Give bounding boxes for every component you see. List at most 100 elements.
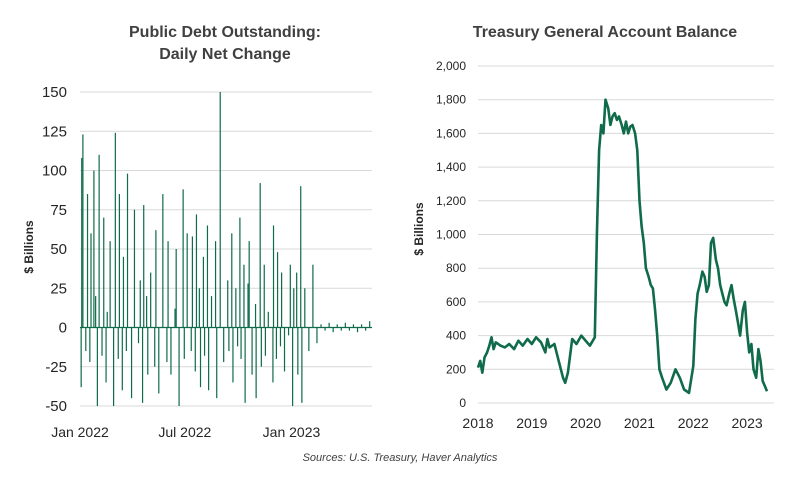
left-y-tick-label: 125 [42,123,67,140]
left-bar [304,288,306,328]
left-bar [348,327,351,331]
left-bar [155,230,157,328]
left-y-tick-label: -25 [45,359,67,376]
left-bar [114,132,116,328]
left-bar [95,296,97,328]
left-bar [344,322,346,328]
left-bar [117,327,119,359]
left-bar [243,264,245,328]
left-y-tick-label: -50 [45,398,67,415]
left-bar [139,280,141,328]
right-x-tick-label: 2022 [678,415,709,431]
right-y-tick-label: 400 [446,329,466,343]
left-bar [340,327,342,331]
left-y-tick-label: 100 [42,163,67,180]
left-bar [147,327,149,375]
right-x-tick-label: 2019 [516,415,547,431]
right-x-tick-label: 2021 [624,415,655,431]
left-bar [126,173,129,328]
left-bar [365,327,367,331]
source-note: Sources: U.S. Treasury, Haver Analytics [302,452,498,464]
left-bar [106,311,108,328]
left-bar [244,327,246,403]
right-y-tick-label: 1,600 [436,126,466,140]
left-bar [227,280,229,328]
left-bar [146,296,148,328]
left-bar [235,288,237,328]
left-bar [352,324,355,328]
left-bar [259,183,261,328]
left-bar [289,264,291,328]
left-bar [297,327,299,375]
left-bar [85,327,87,352]
left-bar [264,327,266,356]
left-bar [89,327,91,363]
left-bar [195,214,198,328]
left-bar [121,327,123,391]
left-bar [141,327,144,403]
left-chart-title: Public Debt Outstanding: Daily Net Chang… [60,22,390,66]
left-x-tick-label: Jan 2022 [51,424,109,440]
left-bar [137,327,140,344]
left-bar [267,311,269,328]
left-bar [272,327,274,383]
left-bar [312,264,314,328]
left-bar [232,327,234,383]
left-bar [239,217,241,328]
left-bar [283,327,286,372]
left-bar [202,256,205,328]
right-y-tick-label: 1,000 [436,228,466,242]
left-bar [170,327,172,375]
left-bar [122,256,125,328]
left-bar [308,327,310,352]
left-bar [254,303,257,328]
left-bar [316,327,318,344]
left-bar [174,308,176,328]
left-bar [356,327,359,333]
left-x-tick-label: Jul 2022 [158,424,211,440]
left-bar [292,327,294,406]
left-bar [272,225,275,328]
left-bar [101,327,103,356]
left-bar [296,272,298,328]
left-bar [81,157,83,328]
left-bar [320,324,322,328]
left-bar [82,134,84,328]
left-bar [167,241,169,328]
right-y-tick-label: 0 [459,396,466,410]
left-bar [166,327,168,363]
left-bar [98,154,100,328]
right-y-tick-label: 600 [446,295,466,309]
right-series-line [476,98,769,395]
left-bar [300,186,302,328]
left-bar [210,296,213,328]
left-bar [336,324,338,328]
left-bar [223,327,225,363]
left-bar [276,252,279,328]
left-bar [162,194,164,328]
left-bar [186,233,188,328]
left-bar [191,236,193,328]
left-bar [178,327,180,406]
left-bar [80,327,82,388]
right-y-tick-label: 1,800 [436,93,466,107]
left-bar [281,272,283,328]
left-bar [96,327,98,406]
right-chart-title: Treasury General Account Balance [472,24,738,41]
left-bar [208,327,210,391]
left-bar [275,327,278,359]
left-bar [247,283,249,328]
left-bar [182,189,184,328]
left-bar [150,272,152,328]
left-bar [324,327,326,331]
left-bar [199,327,202,388]
left-y-tick-label: 75 [50,202,67,219]
left-bar [279,327,282,347]
left-bar [154,327,156,367]
left-bar [248,241,250,328]
left-bar [93,170,95,328]
left-y-tick-label: 50 [50,241,67,258]
left-bar [113,327,115,406]
left-bar [255,327,257,399]
